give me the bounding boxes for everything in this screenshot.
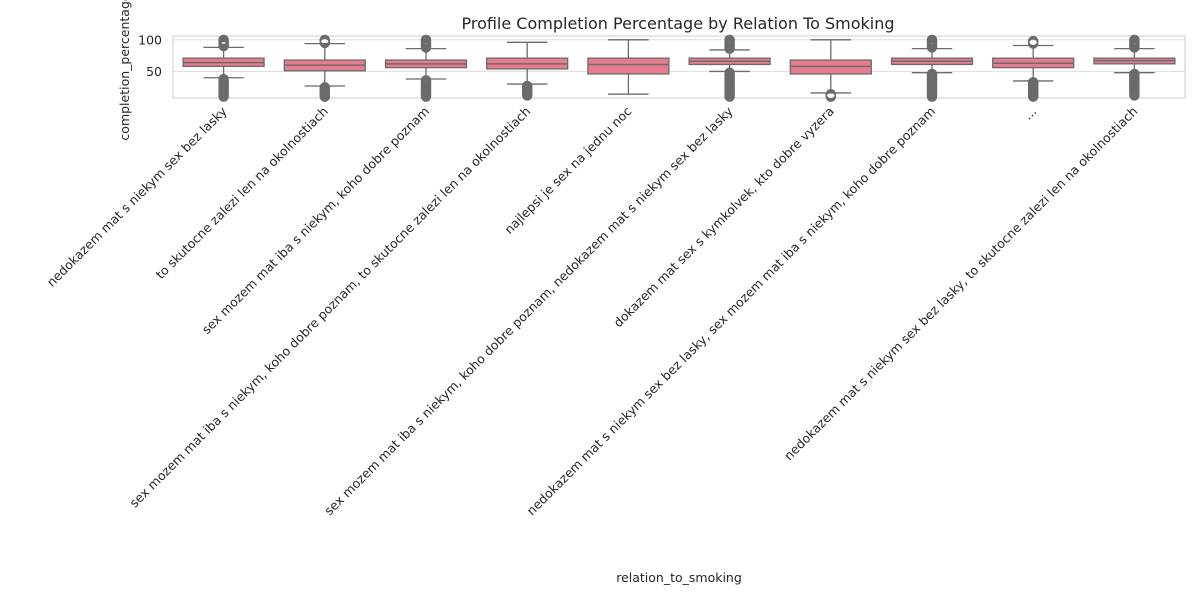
- box-group: [992, 35, 1075, 102]
- outlier-low: [522, 80, 533, 92]
- box-group: [890, 34, 974, 102]
- box-group: [688, 34, 771, 102]
- x-axis-label: relation_to_smoking: [616, 570, 742, 585]
- x-tick-label: sex mozem mat iba s niekym, koho dobre p…: [321, 103, 736, 518]
- x-tick-label: sex mozem mat iba s niekym, koho dobre p…: [126, 104, 533, 511]
- outlier-low: [218, 73, 229, 85]
- outlier-high: [319, 34, 330, 45]
- x-tick-label: dokazem mat sex s kymkolvek, kto dobre v…: [610, 104, 837, 331]
- outlier-low: [420, 75, 432, 86]
- outlier-high: [218, 34, 229, 45]
- outlier-low: [825, 89, 837, 100]
- x-tick-label: to skutocne zalezi len na okolnostiach: [153, 104, 331, 282]
- x-tick-label: nedokazem mat s niekym sex bez lasky: [44, 103, 231, 290]
- box-group: [789, 39, 872, 102]
- plot-frame: [172, 35, 1186, 99]
- outlier-high: [724, 34, 735, 45]
- y-axis-label: completion_percentage: [117, 0, 132, 141]
- box-group: [486, 41, 569, 101]
- outlier-low: [319, 82, 330, 93]
- outlier-high: [1027, 35, 1039, 47]
- y-tick-label: 50: [146, 64, 162, 79]
- x-tick-label: sex mozem mat iba s niekym, koho dobre p…: [199, 104, 432, 337]
- outlier-low: [1129, 68, 1140, 80]
- iqr-box: [587, 57, 670, 75]
- y-tick-label: 100: [138, 32, 162, 47]
- outlier-low: [1027, 76, 1039, 88]
- box-group: [283, 34, 366, 102]
- outlier-low: [724, 67, 735, 78]
- box-group: [182, 34, 265, 102]
- y-axis: 50 100: [138, 32, 162, 79]
- chart-title: Profile Completion Percentage by Relatio…: [461, 14, 894, 33]
- box-group: [587, 39, 670, 95]
- box-group: [384, 34, 468, 102]
- x-tick-label: nedokazem mat s niekym sex bez lasky, se…: [524, 104, 939, 519]
- outlier-low: [926, 68, 938, 80]
- outlier-high: [1129, 34, 1140, 45]
- outlier-high: [926, 34, 938, 45]
- plot-area: [172, 34, 1186, 102]
- outlier-high: [420, 34, 432, 45]
- box-group: [1093, 34, 1176, 101]
- x-tick-label: nedokazem mat s niekym sex bez lasky, to…: [781, 104, 1141, 464]
- x-tick-label: ...: [1020, 104, 1039, 123]
